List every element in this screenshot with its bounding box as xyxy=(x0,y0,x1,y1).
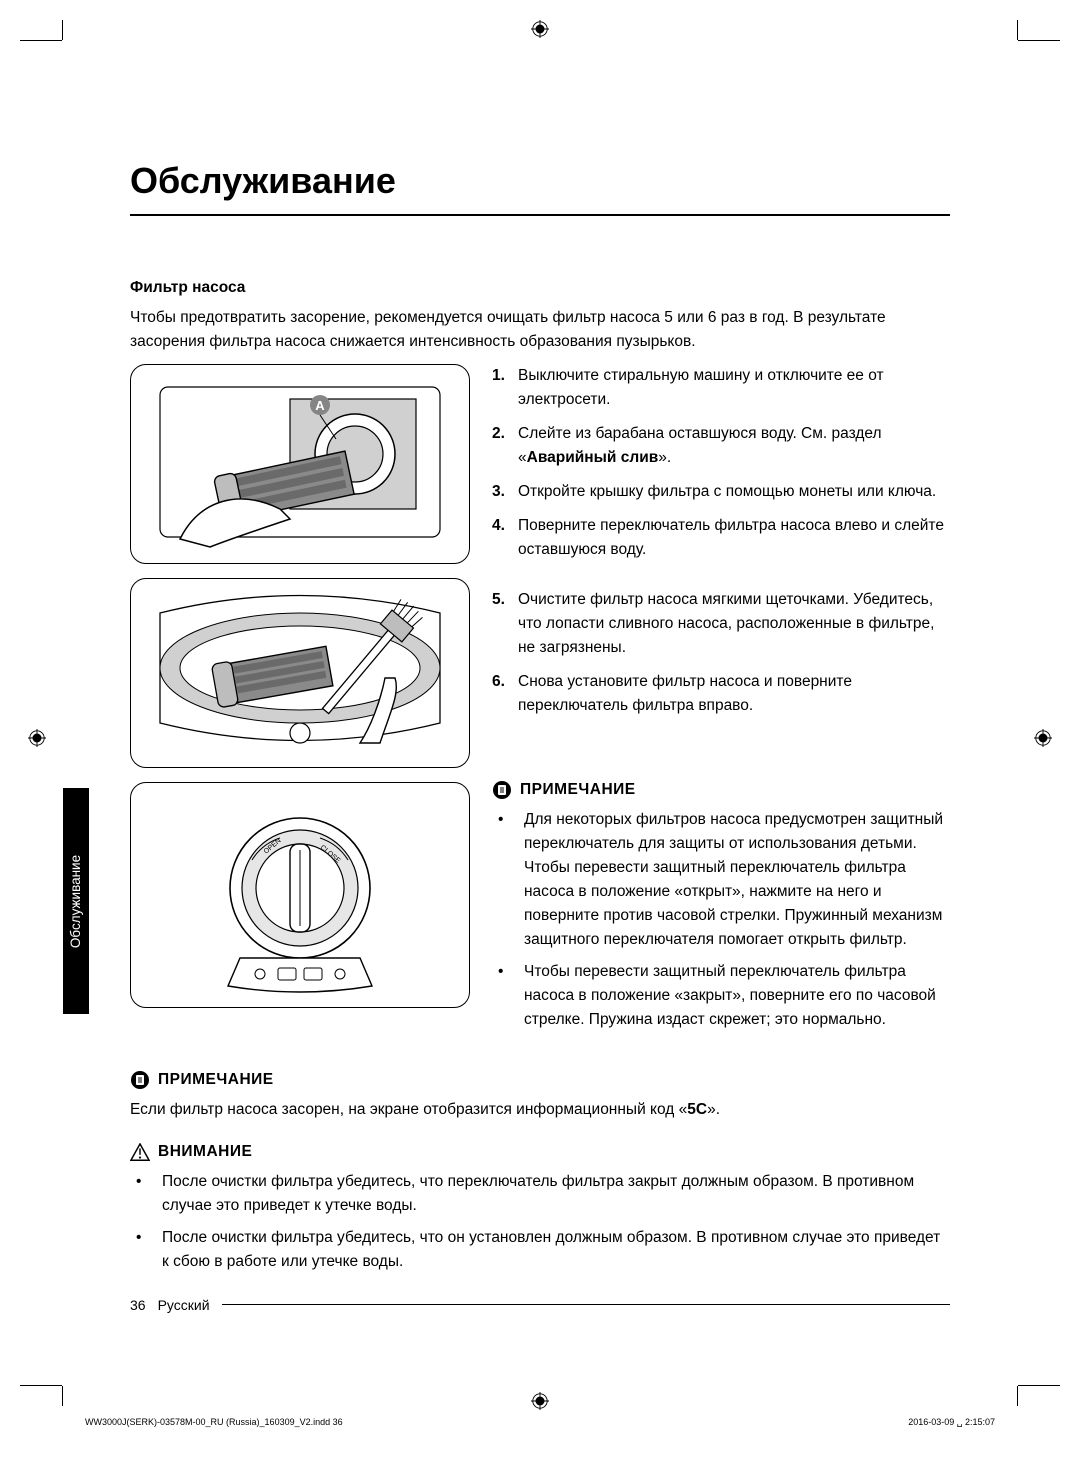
note-label: ПРИМЕЧАНИЕ xyxy=(158,1068,274,1092)
warning-item: После очистки фильтра убедитесь, что пер… xyxy=(130,1170,950,1218)
crop-mark xyxy=(62,1386,63,1406)
print-metadata: WW3000J(SERK)-03578M-00_RU (Russia)_1603… xyxy=(85,1417,995,1428)
print-timestamp: 2016-03-09 ␣ 2:15:07 xyxy=(908,1417,995,1428)
registration-mark-top-icon xyxy=(531,20,549,38)
page-content: Обслуживание Фильтр насоса Чтобы предотв… xyxy=(85,60,995,1366)
figure-clean-filter xyxy=(130,578,470,768)
steps-list-2: 5.Очистите фильтр насоса мягкими щеточка… xyxy=(492,588,950,718)
warning-icon xyxy=(130,1142,150,1162)
heading-rule xyxy=(130,214,950,216)
note-block-2: ПРИМЕЧАНИЕ Если фильтр насоса засорен, н… xyxy=(130,1068,950,1122)
steps-list-1: 1.Выключите стиральную машину и отключит… xyxy=(492,364,950,562)
figure-remove-filter: A xyxy=(130,364,470,564)
note-block-1: ПРИМЕЧАНИЕ Для некоторых фильтров насоса… xyxy=(492,778,950,1032)
page-heading: Обслуживание xyxy=(130,160,995,202)
footer-rule xyxy=(222,1304,950,1305)
crop-mark xyxy=(1017,20,1018,40)
crop-mark xyxy=(1018,40,1060,41)
step: 4.Поверните переключатель фильтра насоса… xyxy=(492,514,950,562)
warning-label: ВНИМАНИЕ xyxy=(158,1140,252,1164)
registration-mark-right-icon xyxy=(1034,729,1052,747)
figure-label-a: A xyxy=(315,398,325,413)
page-number: 36 xyxy=(130,1297,146,1313)
print-file: WW3000J(SERK)-03578M-00_RU (Russia)_1603… xyxy=(85,1417,343,1428)
note-icon xyxy=(492,780,512,800)
step: 5.Очистите фильтр насоса мягкими щеточка… xyxy=(492,588,950,660)
step: 3.Откройте крышку фильтра с помощью моне… xyxy=(492,480,950,504)
step: 1.Выключите стиральную машину и отключит… xyxy=(492,364,950,412)
figure-filter-cap: OPEN CLOSE xyxy=(130,782,470,1008)
note2-text: Если фильтр насоса засорен, на экране от… xyxy=(130,1098,950,1122)
section-title: Фильтр насоса xyxy=(130,276,950,300)
crop-mark xyxy=(1018,1385,1060,1386)
note-item: Для некоторых фильтров насоса предусмотр… xyxy=(492,808,950,952)
warning-block: ВНИМАНИЕ После очистки фильтра убедитесь… xyxy=(130,1140,950,1274)
footer: 36 Русский xyxy=(130,1297,950,1313)
warning-item: После очистки фильтра убедитесь, что он … xyxy=(130,1226,950,1274)
crop-mark xyxy=(1017,1386,1018,1406)
note-item: Чтобы перевести защитный переключатель ф… xyxy=(492,960,950,1032)
intro-text: Чтобы предотвратить засорение, рекоменду… xyxy=(130,306,950,354)
registration-mark-bottom-icon xyxy=(531,1392,549,1410)
side-tab-label: Обслуживание xyxy=(69,854,84,947)
crop-mark xyxy=(20,40,62,41)
language-label: Русский xyxy=(158,1297,210,1313)
note-label: ПРИМЕЧАНИЕ xyxy=(520,778,636,802)
crop-mark xyxy=(62,20,63,40)
step: 6.Снова установите фильтр насоса и повер… xyxy=(492,670,950,718)
crop-mark xyxy=(20,1385,62,1386)
step: 2.Слейте из барабана оставшуюся воду. См… xyxy=(492,422,950,470)
note-icon xyxy=(130,1070,150,1090)
registration-mark-left-icon xyxy=(28,729,46,747)
